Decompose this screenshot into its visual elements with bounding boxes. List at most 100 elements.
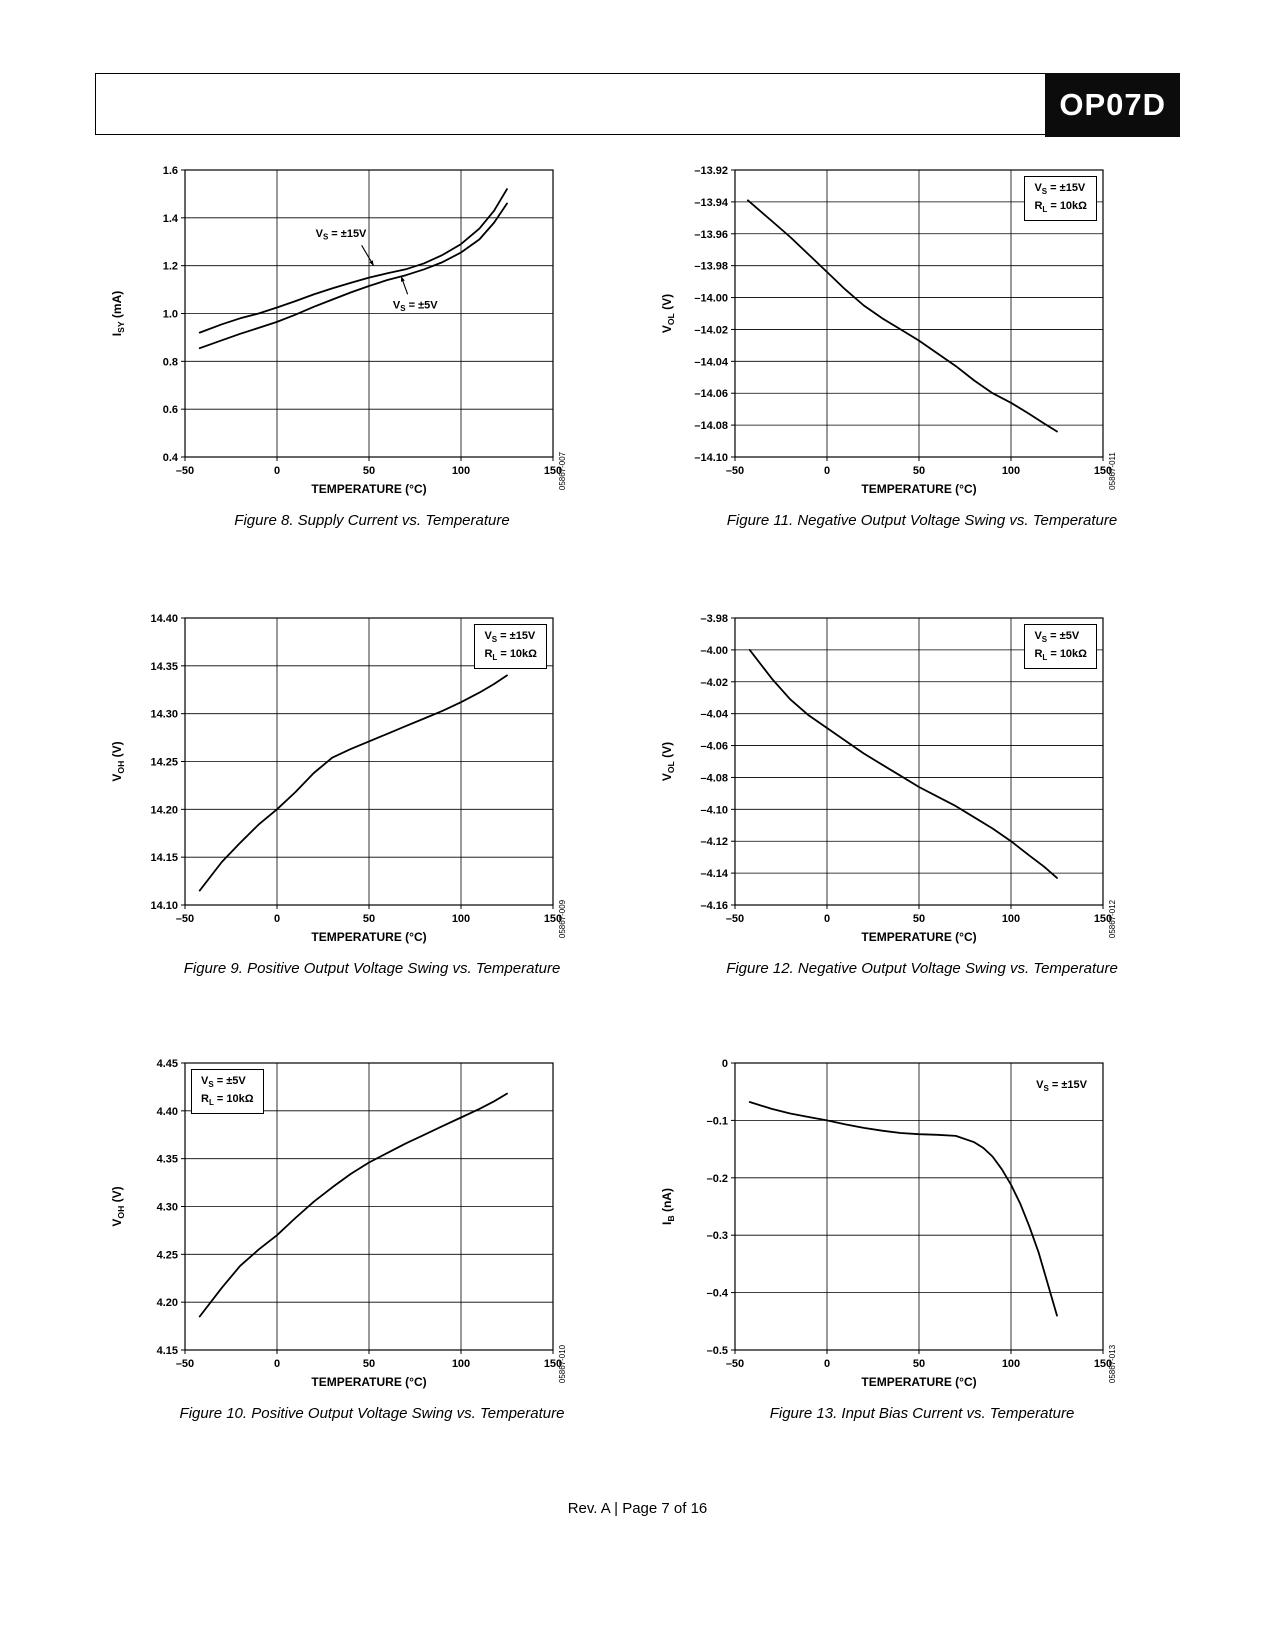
svg-text:150: 150 [544,913,562,925]
svg-text:4.40: 4.40 [157,1106,178,1118]
svg-text:50: 50 [913,913,925,925]
figure-13-caption: Figure 13. Input Bias Current vs. Temper… [769,1405,1075,1422]
svg-text:50: 50 [913,1358,925,1370]
figure-11-negative-swing-chart: –50 0 50 100 150 –13.92 –13.94 –13.96 –13.98 –14.… [657,160,1127,545]
svg-text:14.30: 14.30 [150,709,178,721]
svg-text:–4.00: –4.00 [700,645,728,657]
svg-text:0: 0 [824,465,830,477]
figure-9-plot: –50 0 50 100 150 14.40 14.35 14.30 14.25 14.20 14.… [107,608,577,953]
part-number: OP07D [1059,87,1166,122]
svg-text:0: 0 [722,1058,728,1070]
figure-code: 05867-010 [558,1344,567,1383]
svg-text:–13.92: –13.92 [694,165,728,177]
svg-text:150: 150 [544,1358,562,1370]
plot-svg: –50 0 50 100 150 4.45 4.40 4.35 4.30 4.25 4.20 4.15… [110,1058,567,1389]
svg-text:50: 50 [913,465,925,477]
svg-text:IB (nA): IB (nA) [660,1188,676,1225]
figure-10-caption: Figure 10. Positive Output Voltage Swing… [179,1405,565,1422]
figure-8-supply-current-chart: –50 0 50 100 150 1.6 1.4 1.2 1.0 0.8 0.6 0.4 TEMPERA… [107,160,577,545]
svg-text:14.25: 14.25 [150,757,178,769]
svg-text:0.8: 0.8 [163,356,178,368]
svg-text:–3.98: –3.98 [700,613,728,625]
svg-text:0: 0 [274,1358,280,1370]
conditions-box: VS = ±15V RL = 10kΩ [1024,176,1097,222]
svg-text:100: 100 [1002,1358,1020,1370]
figure-8-plot: –50 0 50 100 150 1.6 1.4 1.2 1.0 0.8 0.6 0.4 TEMPERA… [107,160,577,505]
svg-text:VOH (V): VOH (V) [110,741,126,781]
svg-text:0: 0 [274,913,280,925]
plot-svg: –50 0 50 100 150 –3.98 –4.00 –4.02 –4.04 –4.06 –4.… [660,613,1117,944]
svg-text:–50: –50 [726,1358,744,1370]
svg-text:14.15: 14.15 [150,852,178,864]
svg-text:TEMPERATURE (°C): TEMPERATURE (°C) [861,482,976,496]
svg-text:–0.3: –0.3 [707,1230,728,1242]
svg-text:–0.4: –0.4 [707,1288,729,1300]
figure-code: 05867-007 [558,451,567,490]
plot-svg: –50 0 50 100 150 0 –0.1 –0.2 –0.3 –0.4 –0.5 TEMPERA… [660,1058,1117,1389]
svg-text:14.10: 14.10 [150,900,178,912]
svg-text:100: 100 [452,1358,470,1370]
svg-text:1.0: 1.0 [163,309,178,321]
svg-text:1.2: 1.2 [163,261,178,273]
svg-text:100: 100 [452,913,470,925]
svg-text:14.20: 14.20 [150,804,178,816]
svg-text:ISY (mA): ISY (mA) [110,291,126,337]
figure-10-plot: –50 0 50 100 150 4.45 4.40 4.35 4.30 4.25 4.20 4.15… [107,1053,577,1398]
svg-text:0: 0 [824,913,830,925]
svg-text:VOL (V): VOL (V) [660,294,676,333]
svg-text:–4.08: –4.08 [700,772,728,784]
figure-12-plot: –50 0 50 100 150 –3.98 –4.00 –4.02 –4.04 –4.06 –4.… [657,608,1127,953]
page-footer: Rev. A | Page 7 of 16 [567,1500,708,1517]
svg-text:TEMPERATURE (°C): TEMPERATURE (°C) [861,930,976,944]
svg-text:VS = ±5V: VS = ±5V [393,300,438,314]
svg-text:–0.5: –0.5 [707,1345,728,1357]
svg-text:4.30: 4.30 [157,1202,178,1214]
conditions-box: VS = ±5V RL = 10kΩ [1024,624,1097,670]
figure-9-caption: Figure 9. Positive Output Voltage Swing … [183,960,561,977]
svg-text:–14.06: –14.06 [694,388,728,400]
conditions-box: VS = ±5V RL = 10kΩ [191,1069,264,1115]
svg-text:4.20: 4.20 [157,1297,178,1309]
svg-text:150: 150 [1094,913,1112,925]
svg-text:4.15: 4.15 [157,1345,178,1357]
svg-text:100: 100 [1002,465,1020,477]
svg-text:50: 50 [363,913,375,925]
page-header: OP07D [95,73,1180,137]
figure-12-caption: Figure 12. Negative Output Voltage Swing… [726,960,1118,977]
svg-text:VOL (V): VOL (V) [660,742,676,781]
figure-11-plot: –50 0 50 100 150 –13.92 –13.94 –13.96 –13.98 –14.… [657,160,1127,505]
svg-text:150: 150 [1094,465,1112,477]
svg-text:14.35: 14.35 [150,661,178,673]
svg-text:–0.2: –0.2 [707,1173,728,1185]
svg-text:–50: –50 [176,1358,194,1370]
svg-text:–50: –50 [176,913,194,925]
figure-9-positive-swing-chart: –50 0 50 100 150 14.40 14.35 14.30 14.25 14.20 14.… [107,608,577,993]
figure-13-plot: –50 0 50 100 150 0 –0.1 –0.2 –0.3 –0.4 –0.5 TEMPERA… [657,1053,1127,1398]
svg-text:TEMPERATURE (°C): TEMPERATURE (°C) [311,1375,426,1389]
figure-11-caption: Figure 11. Negative Output Voltage Swing… [726,512,1118,529]
svg-text:100: 100 [452,465,470,477]
svg-text:4.45: 4.45 [157,1058,178,1070]
figure-12-negative-swing-chart: –50 0 50 100 150 –3.98 –4.00 –4.02 –4.04 –4.06 –4.… [657,608,1127,993]
svg-text:–14.08: –14.08 [694,420,728,432]
svg-text:–0.1: –0.1 [707,1115,728,1127]
svg-text:100: 100 [1002,913,1020,925]
plot-svg: –50 0 50 100 150 1.6 1.4 1.2 1.0 0.8 0.6 0.4 TEMPERA… [110,165,567,496]
figure-10-positive-swing-chart: –50 0 50 100 150 4.45 4.40 4.35 4.30 4.25 4.20 4.15… [107,1053,577,1438]
svg-text:–4.14: –4.14 [700,868,728,880]
svg-text:–13.94: –13.94 [694,197,729,209]
figure-13-input-bias-chart: –50 0 50 100 150 0 –0.1 –0.2 –0.3 –0.4 –0.5 TEMPERA… [657,1053,1127,1438]
plot-svg: –50 0 50 100 150 14.40 14.35 14.30 14.25 14.20 14.… [110,613,567,944]
svg-text:–50: –50 [726,465,744,477]
svg-text:14.40: 14.40 [150,613,178,625]
conditions-box: VS = ±15V [1036,1077,1087,1096]
svg-text:–50: –50 [726,913,744,925]
svg-text:TEMPERATURE (°C): TEMPERATURE (°C) [311,930,426,944]
svg-text:–4.06: –4.06 [700,741,728,753]
svg-text:–4.12: –4.12 [700,836,728,848]
figure-code: 05867-012 [1108,899,1117,938]
svg-text:50: 50 [363,1358,375,1370]
svg-text:0: 0 [824,1358,830,1370]
svg-text:0: 0 [274,465,280,477]
